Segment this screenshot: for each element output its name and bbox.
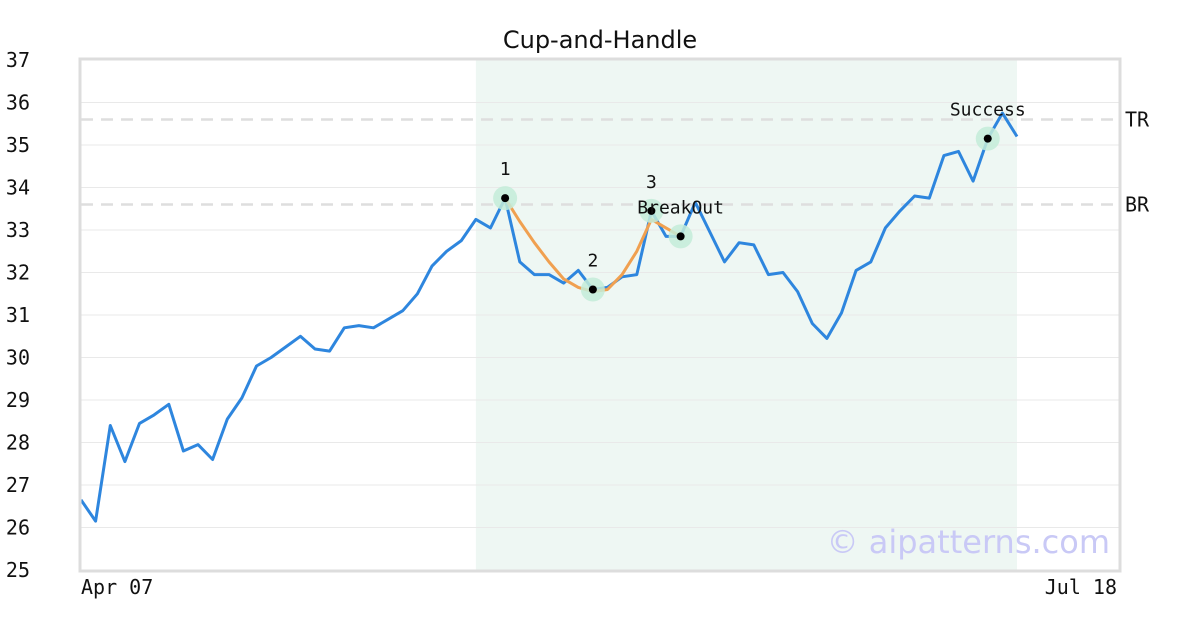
annotation-breakout: BreakOut (637, 197, 724, 249)
annotation-dot (588, 285, 597, 294)
pattern-annotations: 1 2 3 BreakOut Success (493, 100, 1026, 302)
y-tick-label: 37 (6, 48, 30, 72)
y-tick-label: 28 (6, 431, 30, 455)
x-tick-label: Apr 07 (81, 575, 153, 599)
y-tick-label: 30 (6, 346, 30, 370)
y-tick-label: 32 (6, 261, 30, 285)
level-lines: TR BR (81, 108, 1150, 217)
annotation-dot (983, 134, 992, 143)
y-tick-label: 27 (6, 473, 30, 497)
annotation-label: BreakOut (637, 197, 724, 218)
y-tick-label: 33 (6, 218, 30, 242)
annotation-1: 1 (493, 159, 518, 211)
price-series-line (79, 111, 1019, 523)
annotation-label: 1 (500, 159, 511, 180)
annotation-3: 3 (639, 172, 664, 223)
gridlines (81, 102, 1119, 528)
level-label-br: BR (1125, 193, 1150, 217)
y-tick-label: 26 (6, 516, 30, 540)
annotation-dot (501, 194, 510, 203)
y-tick-label: 25 (6, 558, 30, 582)
x-tick-label: Jul 18 (1045, 575, 1117, 599)
y-tick-label: 31 (6, 303, 30, 327)
x-axis-ticks: Apr 07 Jul 18 (81, 575, 1117, 599)
annotation-dot (647, 206, 656, 215)
y-tick-label: 34 (6, 176, 30, 200)
y-axis-ticks: 25 26 27 28 29 30 31 32 33 34 35 36 37 (6, 48, 30, 582)
plot-frame (78, 57, 1122, 573)
annotation-label: Success (950, 100, 1026, 121)
chart-title: Cup-and-Handle (503, 26, 697, 54)
y-tick-label: 29 (6, 388, 30, 412)
annotation-label: 3 (646, 172, 657, 193)
level-label-tr: TR (1125, 108, 1150, 132)
y-tick-label: 36 (6, 91, 30, 115)
y-tick-label: 35 (6, 133, 30, 157)
annotation-dot (676, 232, 685, 241)
annotation-2: 2 (580, 251, 605, 302)
annotation-success: Success (950, 100, 1026, 151)
annotation-label: 2 (587, 251, 598, 272)
watermark: © aipatterns.com (827, 523, 1110, 561)
